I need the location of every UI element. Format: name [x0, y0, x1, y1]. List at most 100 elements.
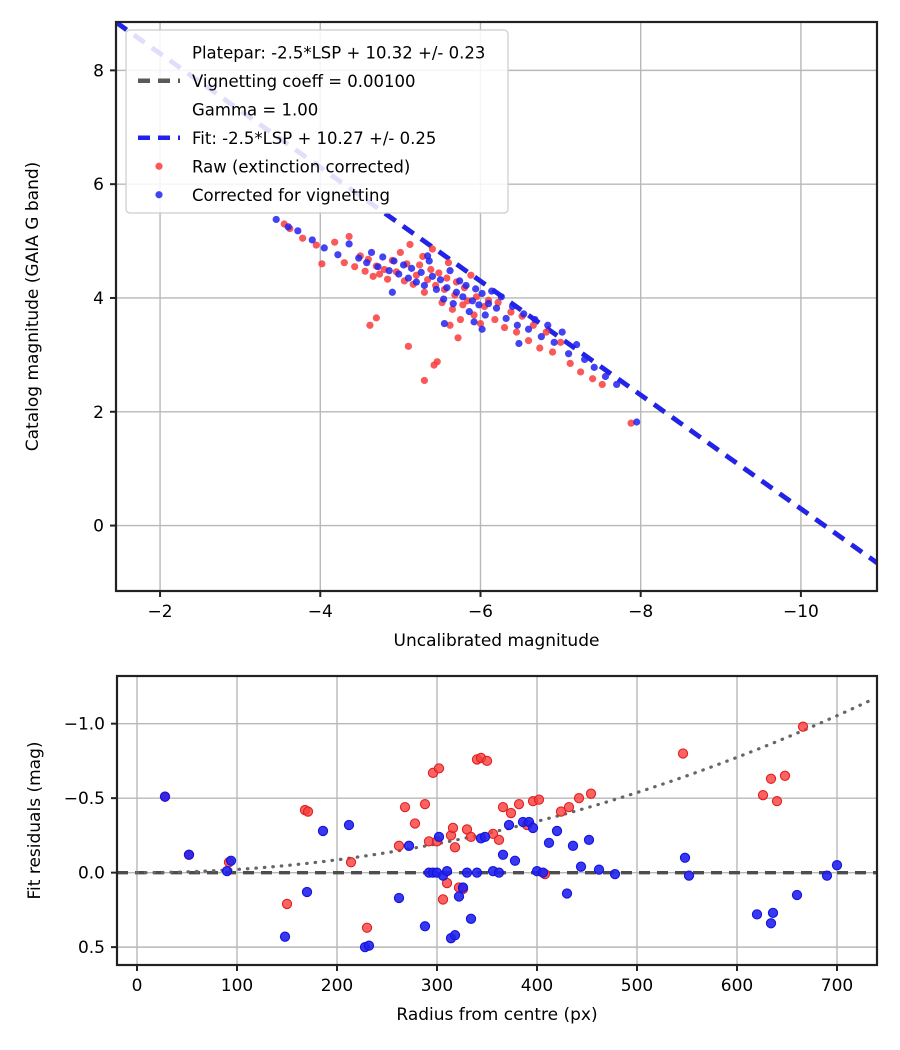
data-point: [395, 270, 403, 278]
data-point: [542, 328, 550, 336]
data-point: [428, 245, 437, 253]
data-point: [550, 338, 558, 346]
data-point: [361, 267, 369, 275]
data-point: [308, 236, 316, 244]
data-point: [369, 272, 377, 280]
data-point: [459, 301, 467, 309]
data-point: [567, 840, 579, 851]
data-point: [375, 270, 384, 278]
legend-label: Fit: -2.5*LSP + 10.27 +/- 0.25: [192, 129, 436, 148]
legend-label: Vignetting coeff = 0.00100: [192, 72, 416, 91]
data-point: [831, 860, 843, 871]
data-point: [446, 267, 454, 275]
series-corrected: [159, 791, 843, 953]
data-point: [351, 263, 359, 271]
data-point: [456, 277, 464, 285]
data-point: [481, 755, 493, 767]
data-point: [383, 275, 392, 283]
data-point: [797, 721, 809, 732]
data-point: [529, 321, 537, 329]
data-point: [537, 867, 549, 878]
axes-fit-residuals: 0 100 200 300 400 500 600 700 0.5 0.0 −0.5 −1.0 Radi…: [25, 674, 879, 1025]
data-point: [372, 314, 380, 322]
data-point: [404, 274, 412, 282]
data-point: [432, 285, 441, 294]
data-point: [548, 348, 557, 356]
data-point: [478, 289, 486, 298]
yaxis-title: Catalog magnitude (GAIA G band): [23, 162, 43, 452]
legend-entry: Gamma = 1.00: [192, 100, 318, 119]
data-point: [524, 337, 533, 345]
data-point: [446, 321, 454, 329]
data-point: [433, 763, 445, 774]
data-point: [419, 921, 431, 932]
data-point: [508, 302, 517, 311]
data-point: [555, 806, 567, 817]
data-point: [537, 333, 545, 341]
data-point: [564, 350, 573, 358]
data-point: [503, 819, 515, 831]
data-point: [390, 257, 398, 265]
xaxis-title: Radius from centre (px): [396, 1005, 597, 1025]
data-point: [497, 801, 509, 813]
data-point: [433, 831, 445, 843]
data-point: [447, 822, 459, 834]
data-point: [779, 770, 791, 781]
xtick-label: 500: [621, 976, 653, 996]
data-point: [791, 889, 803, 901]
data-point: [436, 276, 445, 284]
data-point: [465, 308, 473, 316]
data-point: [509, 855, 521, 866]
gridlines-fit-residuals: [117, 676, 877, 965]
data-point: [573, 341, 581, 349]
series-corrected: [272, 215, 641, 426]
data-point: [481, 311, 489, 319]
data-point: [493, 834, 505, 846]
data-point: [449, 842, 461, 853]
ytick-label: −0.5: [64, 789, 105, 809]
data-point: [318, 260, 326, 268]
data-point: [399, 261, 408, 269]
axes-frame-fit-residuals: [115, 674, 879, 967]
data-point: [465, 831, 477, 843]
data-point: [406, 240, 414, 249]
data-point: [585, 788, 597, 799]
data-point: [543, 837, 555, 848]
data-point: [465, 913, 477, 924]
data-point: [590, 363, 598, 371]
data-point: [427, 265, 435, 274]
data-point: [633, 418, 641, 426]
data-point: [459, 293, 467, 301]
legend-marker-raw: [155, 162, 163, 170]
data-point: [593, 864, 605, 875]
data-point: [573, 793, 585, 804]
ytick-label: 2: [93, 403, 104, 423]
xtick-label: −2: [148, 602, 173, 622]
data-point: [583, 834, 595, 846]
data-point: [284, 223, 292, 231]
legend-label: Gamma = 1.00: [192, 100, 318, 119]
data-point: [551, 825, 563, 837]
data-point: [471, 867, 483, 878]
data-point: [677, 748, 689, 759]
data-point: [272, 215, 280, 224]
data-point: [479, 831, 491, 843]
xtick-label: 0: [132, 976, 143, 996]
data-point: [404, 342, 412, 350]
data-point: [527, 822, 539, 834]
legend-entry: Raw (extinction corrected): [155, 157, 410, 176]
data-point: [441, 865, 453, 877]
data-point: [515, 339, 523, 348]
legend-entry: Vignetting coeff = 0.00100: [138, 72, 416, 91]
data-point: [531, 315, 539, 324]
data-point: [183, 849, 195, 860]
ytick-label: 0: [93, 517, 104, 537]
data-point: [566, 359, 574, 367]
ytick-label: 0.5: [78, 938, 105, 958]
data-point: [478, 325, 486, 333]
data-point: [302, 806, 314, 817]
data-point: [437, 894, 449, 905]
xtick-label: −4: [308, 602, 333, 622]
data-point: [453, 891, 465, 902]
